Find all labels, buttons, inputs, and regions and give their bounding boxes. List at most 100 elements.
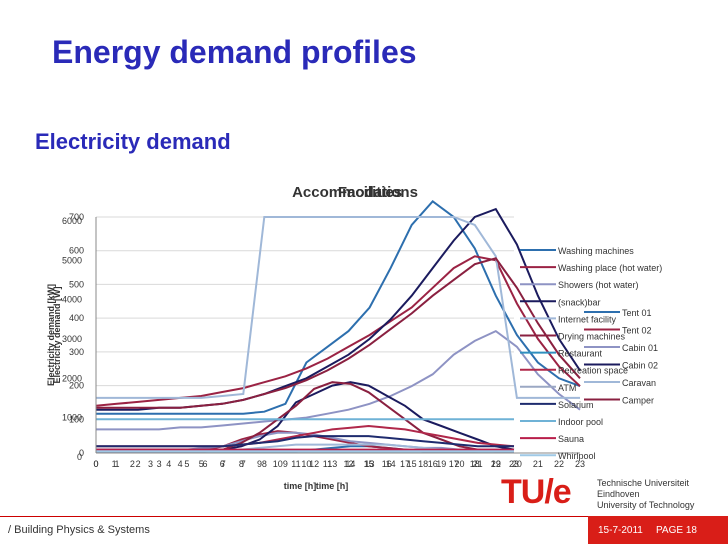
x-tick-label-facilities: 6 xyxy=(203,459,208,469)
x-tick-label-facilities: 1 xyxy=(112,459,117,469)
series-line-accommodations xyxy=(96,329,581,431)
x-tick-label-facilities: 9 xyxy=(257,459,262,469)
footer-department: / Building Physics & Systems xyxy=(8,524,150,536)
x-tick-label-facilities: 0 xyxy=(93,459,98,469)
series-line-facilities xyxy=(96,435,514,448)
y-tick-label-accommodations: 0 xyxy=(77,452,82,462)
logo-line: Technische Universiteit xyxy=(597,478,690,488)
legend-entry-accommodations: Cabin 02 xyxy=(622,361,658,371)
x-tick-label-facilities: 15 xyxy=(364,459,374,469)
chart-title-accommodations: Accommodations xyxy=(292,184,418,201)
footer-red-band xyxy=(588,516,728,544)
tue-logo: TU/e Technische Universiteit Eindhoven U… xyxy=(501,473,721,513)
axes: 0100200300400500600700010002000300040005… xyxy=(46,212,585,491)
chart-title-facilities: Facilities xyxy=(338,184,402,201)
series-line-accommodations xyxy=(96,216,580,399)
x-tick-label-facilities: 13 xyxy=(327,459,337,469)
series-line-facilities xyxy=(96,381,515,451)
x-tick-label-facilities: 22 xyxy=(491,459,501,469)
slide-header: Energy demand profiles xyxy=(0,0,728,86)
x-axis-label-accommodations: time [h] xyxy=(316,481,349,491)
series-line-accommodations xyxy=(96,257,581,409)
y-tick-label-facilities: 500 xyxy=(69,279,84,289)
x-tick-label-accommodations: 3 xyxy=(157,459,162,469)
y-tick-label-facilities: 400 xyxy=(69,313,84,323)
x-tick-label-facilities: 16 xyxy=(382,459,392,469)
y-tick-label-facilities: 200 xyxy=(69,381,84,391)
legend-entry-facilities: Whirlpool xyxy=(558,451,596,461)
x-tick-label-facilities: 2 xyxy=(130,459,135,469)
slide-title: Energy demand profiles xyxy=(52,34,417,70)
y-axis-label-accommodations: Electricity demand [W] xyxy=(52,286,62,383)
x-tick-label-accommodations: 9 xyxy=(283,459,288,469)
x-tick-label-accommodations: 22 xyxy=(554,459,564,469)
x-tick-label-facilities: 7 xyxy=(221,459,226,469)
legends: Washing machines Washing place (hot water… xyxy=(520,246,662,461)
x-tick-label-accommodations: 1 xyxy=(115,459,120,469)
x-tick-label-accommodations: 7 xyxy=(241,459,246,469)
x-tick-label-facilities: 14 xyxy=(345,459,355,469)
legend-entry-facilities: Restaurant xyxy=(558,349,603,359)
legend-entry-accommodations: Tent 02 xyxy=(622,326,652,336)
legend-entry-facilities: ATM xyxy=(558,383,576,393)
logo-mark: TU/e xyxy=(501,473,572,511)
x-tick-label-accommodations: 10 xyxy=(301,459,311,469)
legend-entry-facilities: Washing place (hot water) xyxy=(558,263,662,273)
x-tick-label-accommodations: 6 xyxy=(220,459,225,469)
x-tick-label-facilities: 19 xyxy=(436,459,446,469)
x-tick-label-facilities: 12 xyxy=(309,459,319,469)
x-tick-label-accommodations: 13 xyxy=(365,459,375,469)
legend-entry-facilities: Solarium xyxy=(558,400,594,410)
y-tick-label-facilities: 700 xyxy=(69,212,84,222)
legend-entry-accommodations: Camper xyxy=(622,396,654,406)
y-tick-label-accommodations: 5000 xyxy=(62,255,82,265)
footer-date: 15-7-2011 xyxy=(598,525,643,536)
y-axis-label-facilities: Electricity demand [kW] xyxy=(46,284,56,386)
y-tick-label-facilities: 600 xyxy=(69,246,84,256)
legend-entry-facilities: Indoor pool xyxy=(558,417,603,427)
x-tick-label-facilities: 4 xyxy=(166,459,171,469)
x-tick-label-facilities: 20 xyxy=(454,459,464,469)
y-tick-label-accommodations: 6000 xyxy=(62,216,82,226)
legend-entry-accommodations: Cabin 01 xyxy=(622,343,658,353)
slide-footer: / Building Physics & Systems 15-7-2011 P… xyxy=(0,516,728,546)
y-tick-label-facilities: 100 xyxy=(69,414,84,424)
x-tick-label-facilities: 23 xyxy=(509,459,519,469)
footer-page-number: PAGE 18 xyxy=(656,525,697,536)
footer-divider xyxy=(0,516,588,517)
x-tick-label-facilities: 18 xyxy=(418,459,428,469)
logo-line: Eindhoven xyxy=(597,489,640,499)
x-tick-label-accommodations: 19 xyxy=(491,459,501,469)
legend-entry-facilities: Sauna xyxy=(558,434,584,444)
x-tick-label-facilities: 5 xyxy=(184,459,189,469)
series-line-accommodations xyxy=(96,207,581,411)
x-tick-label-accommodations: 8 xyxy=(262,459,267,469)
x-tick-label-facilities: 3 xyxy=(148,459,153,469)
y-tick-label-accommodations: 4000 xyxy=(62,295,82,305)
x-tick-label-accommodations: 17 xyxy=(449,459,459,469)
x-tick-label-facilities: 17 xyxy=(400,459,410,469)
y-tick-label-accommodations: 2000 xyxy=(62,373,82,383)
x-tick-label-accommodations: 21 xyxy=(533,459,543,469)
legend-entry-facilities: Drying machines xyxy=(558,332,626,342)
y-tick-label-accommodations: 1000 xyxy=(62,413,82,423)
x-tick-label-accommodations: 12 xyxy=(344,459,354,469)
x-tick-label-accommodations: 14 xyxy=(386,459,396,469)
x-tick-label-accommodations: 11 xyxy=(323,459,332,469)
legend-entry-facilities: Washing machines xyxy=(558,246,634,256)
series-line-accommodations xyxy=(96,199,581,415)
legend-entry-facilities: Recreation space xyxy=(558,366,628,376)
logo-line: University of Technology xyxy=(597,500,695,510)
series-lines xyxy=(95,199,581,453)
y-tick-label-facilities: 0 xyxy=(79,448,84,458)
x-tick-label-accommodations: 5 xyxy=(199,459,204,469)
y-tick-label-accommodations: 3000 xyxy=(62,334,82,344)
x-tick-label-facilities: 11 xyxy=(291,459,300,469)
x-tick-label-accommodations: 16 xyxy=(428,459,438,469)
legend-entry-facilities: (snack)bar xyxy=(558,297,601,307)
x-tick-label-accommodations: 20 xyxy=(512,459,522,469)
x-tick-label-accommodations: 0 xyxy=(93,459,98,469)
x-tick-label-accommodations: 23 xyxy=(575,459,585,469)
slide-subtitle: Electricity demand xyxy=(35,129,231,154)
